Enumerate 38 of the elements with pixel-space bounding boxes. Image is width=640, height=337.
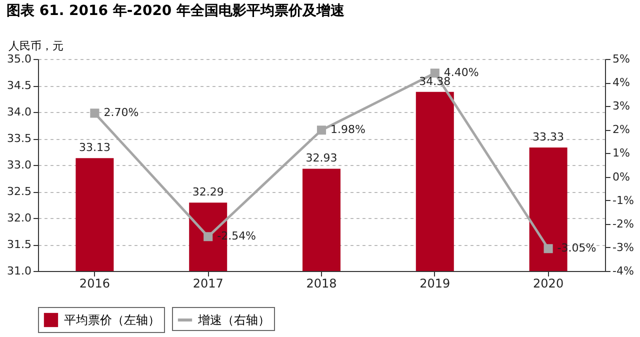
data-label: 32.93 — [306, 152, 338, 165]
data-label: 2.70% — [104, 106, 139, 120]
y-tick-label: 34.0 — [7, 106, 32, 118]
x-tick-label: 2016 — [79, 276, 110, 290]
y-tick-label: 31.5 — [7, 238, 32, 251]
data-label: 33.13 — [78, 141, 110, 154]
point — [544, 244, 553, 254]
y2-tick-label: -4% — [612, 264, 634, 278]
y2-tick-label: 0% — [612, 170, 630, 184]
y-tick-label: 32.0 — [7, 212, 32, 224]
x-tick-label: 2020 — [533, 276, 564, 290]
y2-tick-label: -1% — [612, 194, 634, 207]
legend-label: 增速（右轴） — [197, 313, 270, 327]
y2-tick-label: 2% — [612, 123, 630, 136]
y2-tick-label: 4% — [612, 76, 630, 90]
y2-tick-label: -2% — [612, 217, 634, 230]
y-tick-label: 31.0 — [7, 264, 32, 278]
y2-tick-label: 5% — [612, 52, 630, 66]
legend-label: 平均票价（左轴） — [64, 313, 160, 327]
point — [316, 126, 326, 135]
y2-tick-label: -3% — [612, 240, 634, 254]
y-tick-label: 33.0 — [7, 158, 32, 172]
x-tick-label: 2019 — [420, 276, 450, 290]
data-label: 32.29 — [192, 186, 224, 199]
x-tick-label: 2018 — [306, 276, 337, 290]
y2-tick-label: 3% — [612, 100, 630, 113]
y-tick-label: 35.0 — [7, 52, 32, 66]
point — [204, 232, 213, 242]
chart-title: 图表 61. 2016 年-2020 年全国电影平均票价及增速 — [6, 3, 346, 19]
data-label: 33.33 — [532, 130, 564, 144]
y-tick-label: 34.5 — [7, 79, 32, 92]
y2-tick-label: 1% — [612, 146, 630, 160]
y-axis-title: 人民币，元 — [8, 40, 64, 52]
y-tick-label: 33.5 — [7, 132, 32, 145]
data-label: 1.98% — [330, 123, 366, 136]
point — [90, 108, 100, 118]
x-tick-label: 2017 — [192, 276, 224, 290]
y-tick-label: 32.5 — [7, 185, 32, 198]
